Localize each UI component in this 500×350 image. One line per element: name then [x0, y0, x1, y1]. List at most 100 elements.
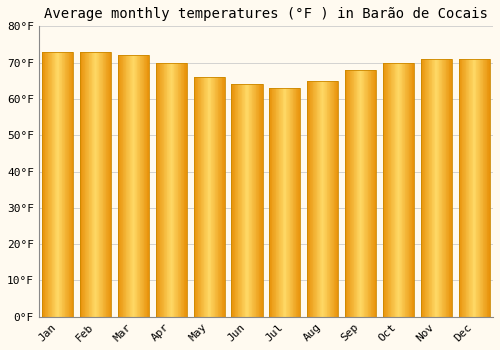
Bar	[285, 88, 286, 317]
Bar	[257, 84, 258, 317]
Bar	[238, 84, 239, 317]
Bar	[102, 52, 104, 317]
Bar	[478, 59, 479, 317]
Bar	[63, 52, 64, 317]
Bar	[158, 63, 159, 317]
Bar	[294, 88, 295, 317]
Bar	[472, 59, 474, 317]
Bar	[159, 63, 160, 317]
Bar	[426, 59, 427, 317]
Bar	[365, 70, 366, 317]
Bar	[80, 52, 111, 317]
Bar	[199, 77, 200, 317]
Bar	[442, 59, 444, 317]
Bar	[275, 88, 276, 317]
Bar	[484, 59, 485, 317]
Bar	[88, 52, 90, 317]
Bar	[48, 52, 49, 317]
Bar	[49, 52, 50, 317]
Bar	[212, 77, 213, 317]
Bar	[186, 63, 187, 317]
Bar	[330, 81, 331, 317]
Bar	[437, 59, 438, 317]
Bar	[71, 52, 72, 317]
Bar	[54, 52, 56, 317]
Bar	[421, 59, 422, 317]
Bar	[165, 63, 166, 317]
Bar	[246, 84, 247, 317]
Bar	[86, 52, 87, 317]
Bar	[485, 59, 486, 317]
Bar	[272, 88, 273, 317]
Bar	[278, 88, 280, 317]
Bar	[480, 59, 481, 317]
Bar	[107, 52, 108, 317]
Bar	[273, 88, 274, 317]
Bar	[46, 52, 47, 317]
Bar	[220, 77, 221, 317]
Bar	[118, 55, 149, 317]
Bar	[366, 70, 367, 317]
Bar	[322, 81, 324, 317]
Bar	[92, 52, 94, 317]
Bar	[145, 55, 146, 317]
Bar	[83, 52, 84, 317]
Bar	[286, 88, 287, 317]
Bar	[369, 70, 370, 317]
Bar	[81, 52, 82, 317]
Bar	[271, 88, 272, 317]
Bar	[291, 88, 292, 317]
Bar	[389, 63, 390, 317]
Bar	[355, 70, 356, 317]
Bar	[62, 52, 63, 317]
Bar	[138, 55, 139, 317]
Bar	[479, 59, 480, 317]
Bar	[254, 84, 255, 317]
Bar	[489, 59, 490, 317]
Bar	[136, 55, 138, 317]
Bar	[346, 70, 348, 317]
Bar	[182, 63, 183, 317]
Bar	[66, 52, 67, 317]
Bar	[58, 52, 59, 317]
Bar	[320, 81, 321, 317]
Bar	[82, 52, 83, 317]
Bar	[168, 63, 169, 317]
Bar	[57, 52, 58, 317]
Bar	[383, 63, 384, 317]
Bar	[178, 63, 179, 317]
Bar	[400, 63, 402, 317]
Bar	[173, 63, 174, 317]
Bar	[128, 55, 129, 317]
Bar	[310, 81, 311, 317]
Bar	[207, 77, 208, 317]
Bar	[213, 77, 214, 317]
Bar	[126, 55, 127, 317]
Bar	[130, 55, 131, 317]
Bar	[468, 59, 469, 317]
Bar	[243, 84, 244, 317]
Bar	[43, 52, 44, 317]
Bar	[110, 52, 111, 317]
Bar	[90, 52, 91, 317]
Bar	[318, 81, 319, 317]
Bar	[434, 59, 436, 317]
Bar	[61, 52, 62, 317]
Bar	[404, 63, 406, 317]
Bar	[370, 70, 372, 317]
Bar	[430, 59, 431, 317]
Bar	[236, 84, 237, 317]
Bar	[139, 55, 140, 317]
Bar	[373, 70, 374, 317]
Bar	[423, 59, 424, 317]
Bar	[412, 63, 413, 317]
Bar	[427, 59, 428, 317]
Bar	[120, 55, 121, 317]
Bar	[255, 84, 256, 317]
Bar	[233, 84, 234, 317]
Bar	[160, 63, 161, 317]
Bar	[352, 70, 353, 317]
Bar	[270, 88, 300, 317]
Bar	[239, 84, 240, 317]
Bar	[450, 59, 451, 317]
